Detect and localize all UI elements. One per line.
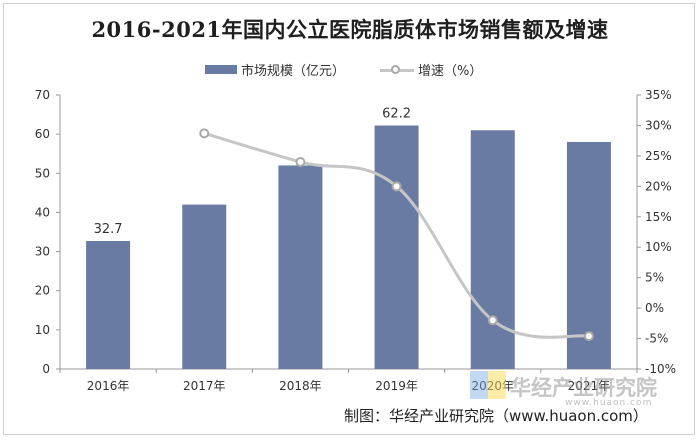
growth-point	[583, 331, 594, 342]
bar-2019年	[374, 125, 419, 369]
y-right-tick-label: 0%	[645, 301, 664, 315]
y-left-tick-label: 10	[35, 323, 50, 337]
x-tick-label: 2018年	[279, 379, 322, 393]
legend-label-market-size: 市场规模（亿元）	[241, 64, 346, 79]
watermark-logo: 华经产业研究院 www.huaon.com	[470, 366, 695, 408]
legend-swatch-line	[380, 64, 414, 76]
y-right-tick-label: 30%	[645, 118, 672, 132]
bar-2018年	[278, 165, 323, 369]
growth-point	[487, 315, 498, 326]
y-right-tick-label: 25%	[645, 149, 672, 163]
legend-item-market-size: 市场规模（亿元）	[205, 60, 345, 79]
y-right-tick-label: 20%	[645, 179, 672, 193]
x-tick-label: 2019年	[375, 379, 418, 393]
x-tick-label: 2017年	[183, 379, 226, 393]
growth-point	[199, 128, 210, 139]
legend-item-growth: 增速（%）	[380, 60, 482, 79]
y-left-tick-label: 70	[35, 88, 50, 102]
legend-label-growth: 增速（%）	[418, 64, 483, 79]
source-note: 制图：华经产业研究院（www.huaon.com）	[344, 407, 648, 425]
bar-data-label: 32.7	[94, 222, 123, 237]
growth-point	[295, 156, 306, 167]
y-right-tick-label: 10%	[645, 240, 672, 254]
growth-line	[203, 131, 590, 339]
growth-point	[391, 181, 402, 192]
bar-2016年	[86, 241, 131, 369]
legend-swatch-bar	[205, 65, 237, 74]
chart-title: 2016-2021年国内公立医院脂质体市场销售额及增速	[91, 17, 609, 42]
y-right-tick-label: -10%	[645, 362, 676, 376]
x-tick-label: 2021年	[568, 379, 611, 393]
x-tick-label: 2016年	[87, 379, 130, 393]
y-left-tick-label: 50	[35, 166, 50, 180]
y-left-tick-label: 0	[42, 362, 50, 376]
y-left-tick-label: 60	[35, 127, 50, 141]
y-left-tick-label: 40	[35, 205, 50, 219]
bar-data-label: 62.2	[382, 107, 411, 122]
y-right-tick-label: 5%	[645, 271, 664, 285]
y-right-tick-label: 15%	[645, 210, 672, 224]
y-right-tick-label: -5%	[645, 332, 668, 346]
y-left-tick-label: 20	[35, 284, 50, 298]
bar-2020年	[470, 130, 515, 369]
chart-legend: 市场规模（亿元） 增速（%）	[0, 60, 700, 80]
y-right-tick-label: 35%	[645, 88, 672, 102]
y-left-tick-label: 30	[35, 245, 50, 259]
bar-2017年	[182, 204, 227, 369]
